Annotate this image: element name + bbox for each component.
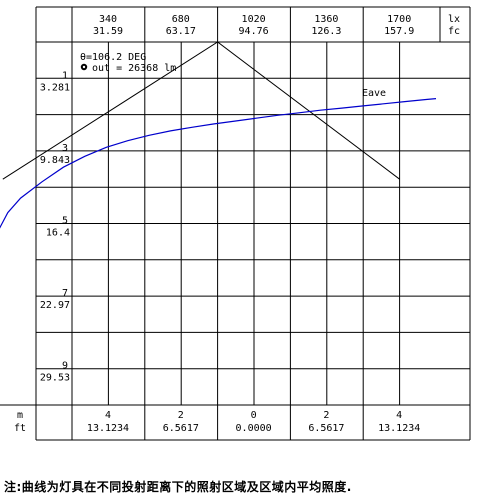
bottom-axis-header: m ft bbox=[14, 410, 26, 434]
bottom-tick-ft: 13.1234 bbox=[378, 423, 420, 434]
series-group: Eave bbox=[0, 88, 437, 229]
top-tick-fc: 126.3 bbox=[311, 26, 341, 37]
bottom-tick-m: 4 bbox=[396, 410, 402, 421]
top-tick-lx: 340 bbox=[99, 14, 117, 25]
y-tick-ft: 29.53 bbox=[40, 373, 70, 384]
y-tick-m: 9 bbox=[62, 361, 68, 372]
top-tick-lx: 1020 bbox=[242, 14, 266, 25]
y-tick-m: 1 bbox=[62, 70, 68, 81]
lumen-output-row: out = 26368 lm bbox=[80, 63, 176, 74]
y-tick-ft: 16.4 bbox=[46, 228, 70, 239]
bottom-tick-m: 4 bbox=[105, 410, 111, 421]
bottom-unit-ft: ft bbox=[14, 423, 26, 434]
bottom-tick-m: 0 bbox=[251, 410, 257, 421]
top-unit-fc: fc bbox=[448, 26, 460, 37]
y-tick-m: 3 bbox=[62, 143, 68, 154]
y-tick-ft: 3.281 bbox=[40, 82, 70, 93]
bottom-tick-m: 2 bbox=[323, 410, 329, 421]
y-tick-labels: 13.281 39.843 516.4 722.97 929.53 bbox=[40, 70, 70, 383]
grid-lines bbox=[36, 7, 470, 440]
bottom-unit-m: m bbox=[17, 410, 23, 421]
chart-footnote: 注:曲线为灯具在不同投射距离下的照射区域及区域内平均照度. bbox=[4, 480, 352, 494]
bottom-tick-ft: 13.1234 bbox=[87, 423, 129, 434]
chart-background bbox=[0, 0, 478, 478]
beam-outline bbox=[2, 41, 400, 180]
bottom-tick-ft: 6.5617 bbox=[163, 423, 199, 434]
lumen-bullet-icon-center bbox=[82, 65, 86, 69]
series-label-eave: Eave bbox=[362, 88, 386, 99]
y-tick-ft: 22.97 bbox=[40, 300, 70, 311]
top-tick-lx: 1360 bbox=[314, 14, 338, 25]
top-tick-lx: 1700 bbox=[387, 14, 411, 25]
top-tick-lx: 680 bbox=[172, 14, 190, 25]
lumen-output-label: out = 26368 lm bbox=[92, 63, 176, 74]
top-tick-fc: 157.9 bbox=[384, 26, 414, 37]
top-unit-lx: lx bbox=[448, 14, 460, 25]
bottom-tick-m: 2 bbox=[178, 410, 184, 421]
top-tick-fc: 63.17 bbox=[166, 26, 196, 37]
bottom-tick-labels: 4 13.1234 2 6.5617 0 0.0000 2 6.5617 4 13.1234 bbox=[87, 410, 420, 434]
beam-outline-line bbox=[2, 41, 400, 180]
beam-angle-label: θ=106.2 DEG bbox=[80, 52, 146, 63]
top-tick-fc: 94.76 bbox=[239, 26, 269, 37]
illuminance-chart: lx fc m ft 34031.5968063.17102094.761360… bbox=[0, 0, 478, 478]
y-tick-m: 7 bbox=[62, 288, 68, 299]
y-tick-ft: 9.843 bbox=[40, 155, 70, 166]
top-axis-header: lx fc bbox=[36, 6, 470, 37]
top-tick-fc: 31.59 bbox=[93, 26, 123, 37]
bottom-tick-ft: 0.0000 bbox=[236, 423, 272, 434]
bottom-tick-ft: 6.5617 bbox=[308, 423, 344, 434]
series-line-eave bbox=[0, 98, 437, 229]
y-tick-m: 5 bbox=[62, 216, 68, 227]
chart-frame bbox=[0, 7, 471, 441]
